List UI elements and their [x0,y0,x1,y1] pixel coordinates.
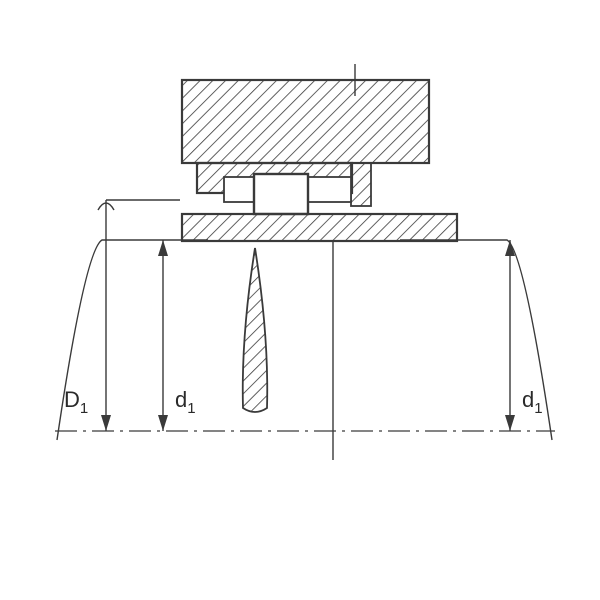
housing-block [182,80,429,163]
roller-element [254,174,308,214]
dimension-d1-right: d1 [505,240,543,431]
inner-ring [182,214,457,241]
dimension-d1-left: d1 [158,240,196,431]
cage-left [224,177,254,202]
label-d1-right: d1 [522,387,543,417]
cage-right [308,177,351,202]
cage-tab [351,163,371,206]
bearing-cross-section-diagram: D1 d1 d1 [0,0,600,600]
indicator-cone [243,248,268,412]
label-D1: D1 [64,387,88,417]
label-d1-left: d1 [175,387,196,417]
